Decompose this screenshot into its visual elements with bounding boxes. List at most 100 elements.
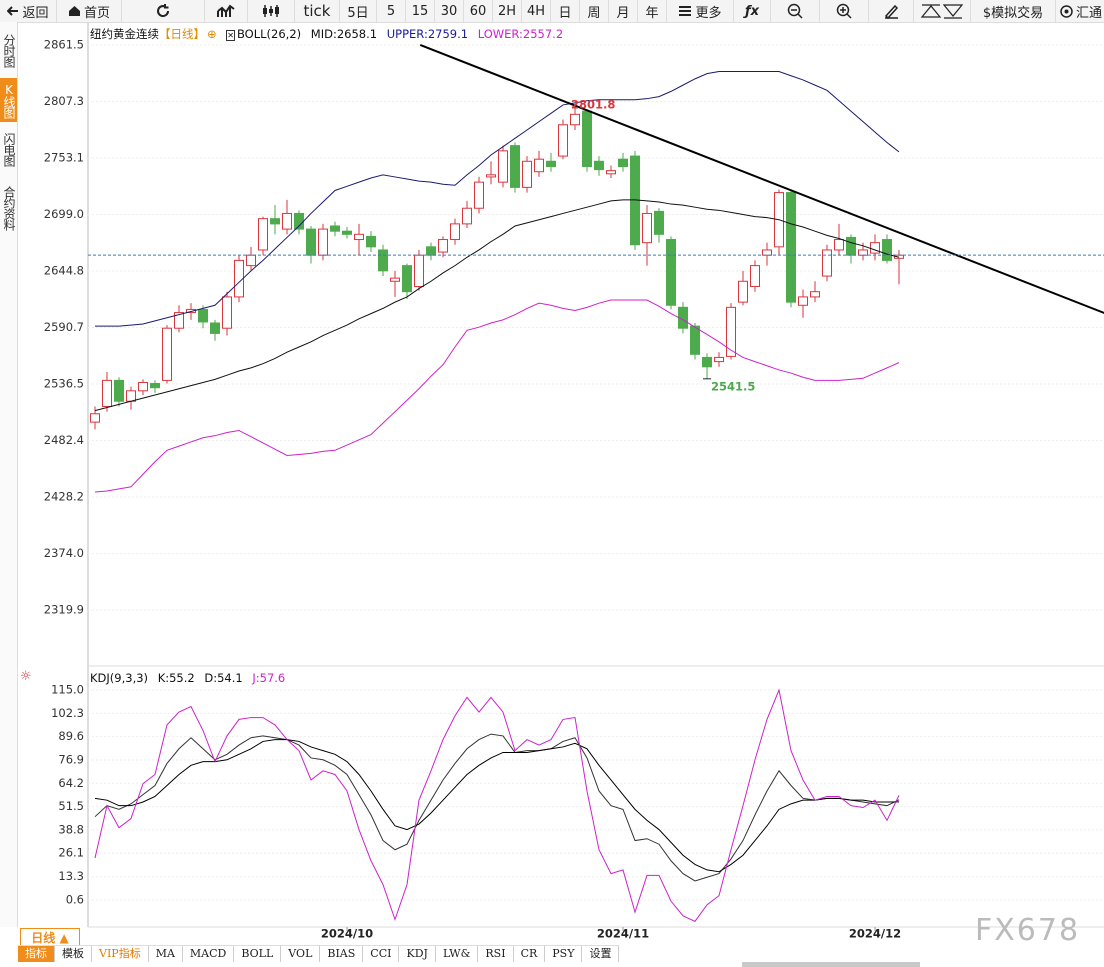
indicator-tab[interactable]: RSI xyxy=(478,946,514,962)
candle-body xyxy=(366,235,376,248)
indicator-tab[interactable]: MACD xyxy=(183,946,235,962)
indicator-tab[interactable]: 设置 xyxy=(582,946,620,962)
side-tab[interactable]: 合约资料 xyxy=(2,186,16,230)
candle-body xyxy=(438,239,448,253)
y-tick-label: 89.6 xyxy=(58,729,84,743)
label: 30 xyxy=(440,3,458,19)
icon xyxy=(217,4,235,17)
sim-trade-button[interactable]: $模拟交易 xyxy=(971,0,1056,22)
price-legend: 纽约黄金连续【日线】 ⊕ ✕ BOLL(26,2) MID:2658.1 UPPER… xyxy=(90,26,569,42)
side-tab-active[interactable]: K线图 xyxy=(0,78,17,122)
x-tick-label: 2024/12 xyxy=(849,927,901,941)
zoom-in-button[interactable] xyxy=(820,0,869,22)
label: 15 xyxy=(411,3,429,19)
y-tick-label: 38.8 xyxy=(58,822,84,836)
boll-lower xyxy=(94,299,900,493)
side-tab[interactable]: 分时图 xyxy=(2,33,16,67)
period-button[interactable]: 30 xyxy=(435,0,464,22)
indicator-tab[interactable]: LW& xyxy=(436,946,479,962)
line-chart-button[interactable] xyxy=(205,0,248,22)
indicator-tab[interactable]: CR xyxy=(514,946,546,962)
period-button[interactable]: 日 xyxy=(551,0,580,22)
period-button[interactable]: 5日 xyxy=(340,0,377,22)
indicator-tab[interactable]: KDJ xyxy=(399,946,436,962)
more-button[interactable]: 更多 xyxy=(667,0,734,22)
candle-button[interactable] xyxy=(248,0,295,22)
candle-body xyxy=(834,239,844,251)
indicator-tab[interactable]: 模板 xyxy=(55,946,92,962)
draw-button[interactable] xyxy=(869,0,914,22)
zoom-out-button[interactable] xyxy=(771,0,820,22)
y-tick-label: 51.5 xyxy=(58,799,84,813)
period-button[interactable]: 5 xyxy=(377,0,406,22)
back-button[interactable]: 返回 xyxy=(0,0,57,22)
y-tick-label: 2699.0 xyxy=(44,207,84,221)
period-button[interactable]: tick xyxy=(295,0,340,22)
candle-body xyxy=(702,356,712,368)
indicator-tab[interactable]: MA xyxy=(149,946,183,962)
candle-body xyxy=(486,174,496,178)
indicator-tab[interactable]: CCI xyxy=(363,946,400,962)
candle-body xyxy=(330,225,340,232)
period: 【日线】 xyxy=(159,27,205,41)
icon xyxy=(884,4,899,19)
icon[interactable]: ✕ xyxy=(226,30,235,41)
candle-body xyxy=(198,308,208,323)
refresh-button[interactable] xyxy=(122,0,205,22)
label: 5 xyxy=(386,3,396,19)
y-tick-label: 2807.3 xyxy=(44,94,84,108)
period-button[interactable]: 60 xyxy=(464,0,493,22)
label: 汇通 xyxy=(1076,5,1103,21)
y-tick-label: 2374.0 xyxy=(44,546,84,560)
indicator-tab[interactable]: BOLL xyxy=(234,946,282,962)
label: 60 xyxy=(469,3,487,19)
indicator-tab[interactable]: VOL xyxy=(281,946,321,962)
upper-label: UPPER:2759.1 xyxy=(386,27,469,41)
label: 日 xyxy=(558,5,572,21)
settings-icon[interactable]: ☼ xyxy=(20,669,32,684)
fx-link[interactable]: 汇通 xyxy=(1056,0,1104,22)
candle-body xyxy=(858,249,868,256)
home-button[interactable]: 首页 xyxy=(57,0,122,22)
period-button[interactable]: 年 xyxy=(638,0,667,22)
period-selector[interactable]: 日线 ▲ xyxy=(20,928,80,946)
candle-body xyxy=(186,308,196,314)
icon xyxy=(1060,4,1073,18)
scrollbar[interactable] xyxy=(742,962,920,967)
watermark: FX678 xyxy=(975,913,1081,948)
candle-body xyxy=(546,160,556,168)
candle-body xyxy=(666,239,676,306)
y-tick-label: 2861.5 xyxy=(44,37,84,51)
y-tick-label: 2482.4 xyxy=(44,433,84,447)
kdj-j-line xyxy=(94,688,900,922)
indicator-tab[interactable]: 指标 xyxy=(18,946,55,962)
candle-body xyxy=(354,233,364,241)
period-button[interactable]: 4H xyxy=(522,0,551,22)
period-button[interactable]: 2H xyxy=(493,0,522,22)
candle-body xyxy=(522,160,532,188)
indicator-tab[interactable]: PSY xyxy=(545,946,583,962)
candle-body xyxy=(390,277,400,282)
candle-body xyxy=(642,212,652,244)
candle-body xyxy=(150,383,160,389)
indicator-tab[interactable]: VIP指标 xyxy=(92,946,149,962)
indicator-tab[interactable]: BIAS xyxy=(320,946,364,962)
icon xyxy=(263,5,279,17)
candle-body xyxy=(510,145,520,188)
icon xyxy=(68,6,80,16)
candle-body xyxy=(594,160,604,171)
indicator: KDJ(9,3,3) xyxy=(90,671,149,685)
indicator-tabs: 指标 模板 VIP指标 MA MACD BOLL VOL BIAS CCI KDJ LW& RSI CR… xyxy=(18,945,620,962)
shape-button[interactable] xyxy=(914,0,971,22)
formula-button[interactable]: ƒx xyxy=(734,0,771,22)
boll-mid xyxy=(94,199,900,412)
icon xyxy=(836,3,852,19)
side-tab[interactable]: 闪电图 xyxy=(2,132,16,166)
candle-body xyxy=(558,124,568,157)
side-tabs: 分时图 K线图 闪电图 合约资料 xyxy=(0,22,18,927)
y-tick-label: 2536.5 xyxy=(44,377,84,391)
period-button[interactable]: 月 xyxy=(609,0,638,22)
period-button[interactable]: 周 xyxy=(580,0,609,22)
icon[interactable]: ⊕ xyxy=(207,27,217,41)
period-button[interactable]: 15 xyxy=(406,0,435,22)
